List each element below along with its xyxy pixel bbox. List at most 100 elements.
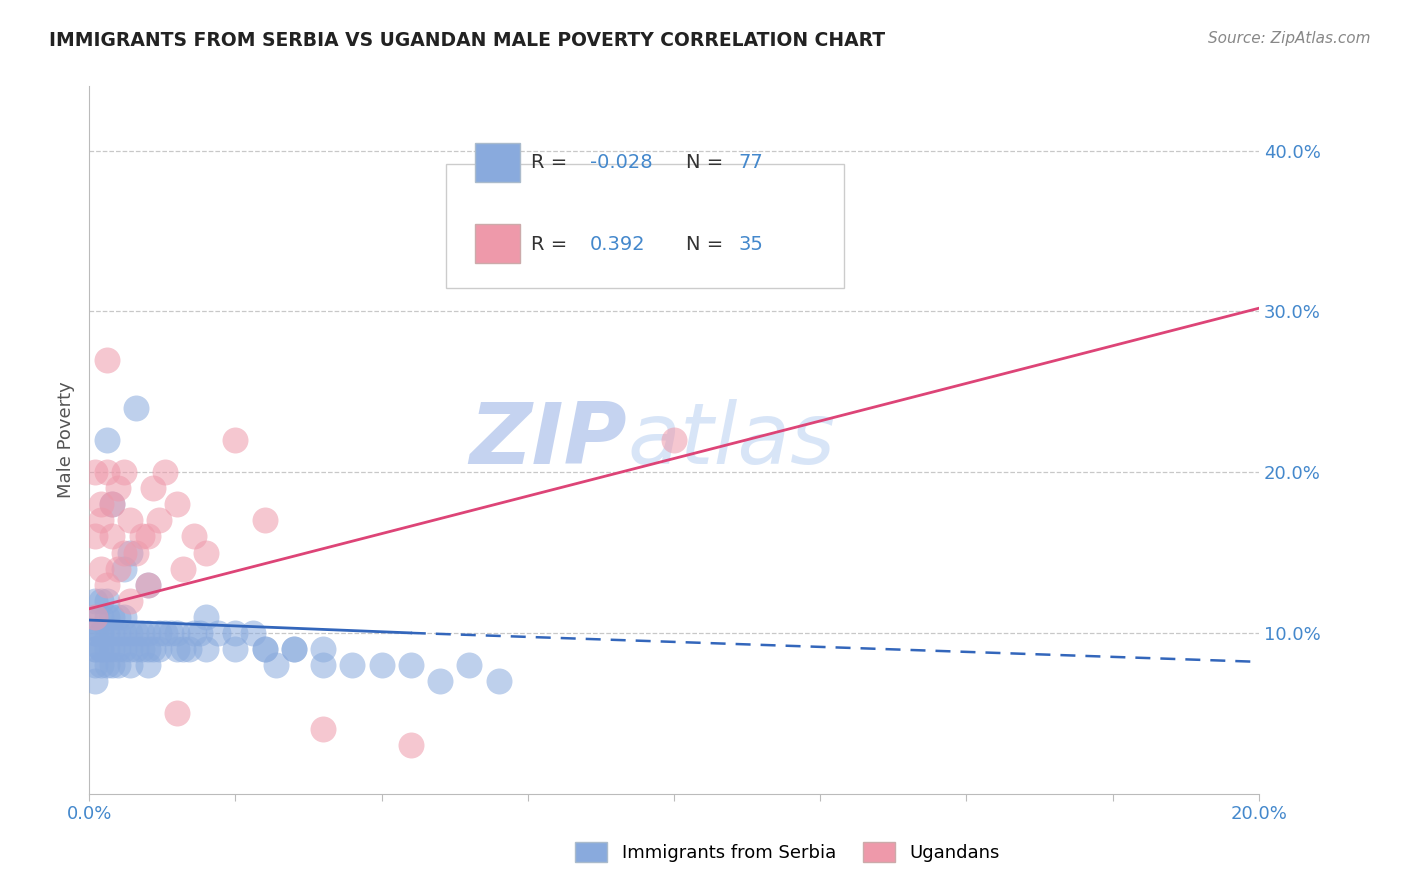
Point bbox=[101, 529, 124, 543]
Legend: Immigrants from Serbia, Ugandans: Immigrants from Serbia, Ugandans bbox=[568, 834, 1007, 870]
Point bbox=[112, 626, 135, 640]
Point bbox=[96, 352, 118, 367]
Point bbox=[96, 594, 118, 608]
Point bbox=[195, 545, 218, 559]
Point bbox=[125, 626, 148, 640]
Point bbox=[153, 465, 176, 479]
Point bbox=[148, 626, 170, 640]
Point bbox=[312, 723, 335, 737]
Point bbox=[90, 561, 112, 575]
Point bbox=[96, 658, 118, 673]
Point bbox=[96, 577, 118, 591]
Point bbox=[131, 642, 153, 657]
Text: -0.028: -0.028 bbox=[589, 153, 652, 171]
Point bbox=[101, 497, 124, 511]
Text: 0.392: 0.392 bbox=[589, 235, 645, 253]
Point bbox=[107, 658, 129, 673]
Point bbox=[136, 642, 159, 657]
Point bbox=[136, 577, 159, 591]
Point bbox=[112, 545, 135, 559]
Point bbox=[118, 626, 141, 640]
Point bbox=[142, 481, 165, 495]
Point bbox=[118, 642, 141, 657]
Point bbox=[207, 626, 229, 640]
Point bbox=[125, 401, 148, 415]
Point bbox=[342, 658, 364, 673]
Text: Source: ZipAtlas.com: Source: ZipAtlas.com bbox=[1208, 31, 1371, 46]
Point bbox=[90, 497, 112, 511]
Point bbox=[101, 626, 124, 640]
Point bbox=[136, 529, 159, 543]
Point bbox=[101, 658, 124, 673]
Point bbox=[112, 465, 135, 479]
Point bbox=[84, 465, 107, 479]
Text: R =: R = bbox=[531, 235, 574, 253]
Point bbox=[148, 513, 170, 527]
Point bbox=[84, 626, 107, 640]
Point bbox=[90, 642, 112, 657]
Point bbox=[370, 658, 392, 673]
Text: IMMIGRANTS FROM SERBIA VS UGANDAN MALE POVERTY CORRELATION CHART: IMMIGRANTS FROM SERBIA VS UGANDAN MALE P… bbox=[49, 31, 886, 50]
Point bbox=[195, 642, 218, 657]
Point bbox=[283, 642, 305, 657]
Point bbox=[107, 626, 129, 640]
Text: R =: R = bbox=[531, 153, 574, 171]
Point bbox=[101, 610, 124, 624]
Text: N =: N = bbox=[686, 235, 730, 253]
Text: 77: 77 bbox=[738, 153, 763, 171]
Point bbox=[84, 626, 107, 640]
Point bbox=[166, 642, 188, 657]
Point bbox=[96, 610, 118, 624]
Point bbox=[253, 642, 276, 657]
Point bbox=[84, 529, 107, 543]
Bar bbox=[475, 143, 520, 182]
Point bbox=[96, 465, 118, 479]
Point bbox=[107, 642, 129, 657]
Point bbox=[131, 529, 153, 543]
Point bbox=[136, 626, 159, 640]
Point bbox=[188, 626, 211, 640]
Point bbox=[160, 626, 183, 640]
Point bbox=[131, 626, 153, 640]
Point bbox=[399, 658, 422, 673]
Bar bbox=[475, 224, 520, 263]
Point bbox=[177, 642, 200, 657]
Point bbox=[112, 561, 135, 575]
Point bbox=[224, 642, 246, 657]
Point bbox=[107, 481, 129, 495]
Point bbox=[101, 642, 124, 657]
Point bbox=[488, 674, 510, 689]
Point bbox=[662, 433, 685, 447]
Point bbox=[118, 545, 141, 559]
Point bbox=[458, 224, 481, 238]
Point bbox=[118, 513, 141, 527]
Point bbox=[172, 561, 194, 575]
Point bbox=[90, 594, 112, 608]
FancyBboxPatch shape bbox=[446, 164, 844, 288]
Point bbox=[90, 513, 112, 527]
Point bbox=[172, 642, 194, 657]
Point bbox=[136, 577, 159, 591]
Point bbox=[90, 626, 112, 640]
Point bbox=[84, 658, 107, 673]
Point bbox=[253, 513, 276, 527]
Point bbox=[107, 610, 129, 624]
Point bbox=[118, 658, 141, 673]
Point bbox=[153, 626, 176, 640]
Point bbox=[136, 658, 159, 673]
Point bbox=[101, 497, 124, 511]
Point bbox=[96, 626, 118, 640]
Text: N =: N = bbox=[686, 153, 730, 171]
Point bbox=[312, 658, 335, 673]
Point bbox=[183, 626, 205, 640]
Point bbox=[125, 642, 148, 657]
Point bbox=[166, 706, 188, 721]
Point bbox=[166, 626, 188, 640]
Point bbox=[195, 610, 218, 624]
Point bbox=[253, 642, 276, 657]
Text: ZIP: ZIP bbox=[470, 399, 627, 482]
Point bbox=[84, 610, 107, 624]
Point bbox=[312, 642, 335, 657]
Text: 35: 35 bbox=[738, 235, 763, 253]
Point bbox=[224, 433, 246, 447]
